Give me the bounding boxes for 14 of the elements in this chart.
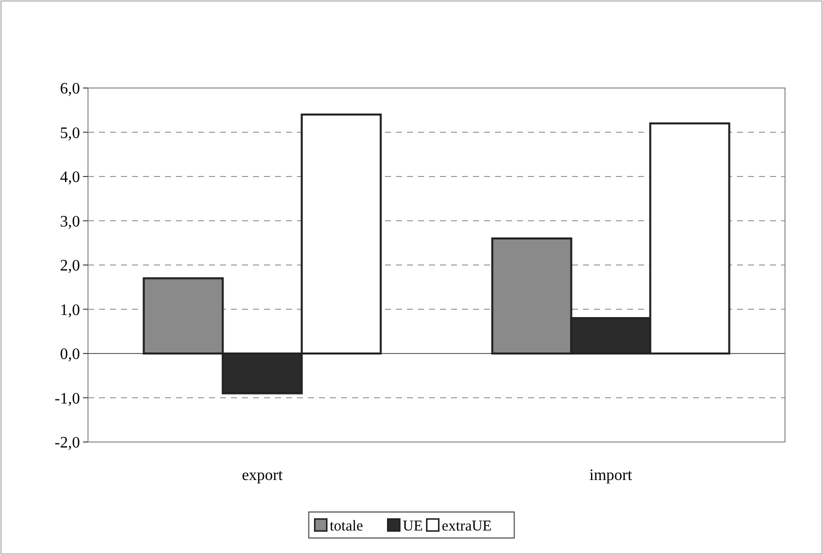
y-tick-label: 3,0 [60,213,80,230]
legend-label: extraUE [442,518,492,534]
y-tick-label: 5,0 [60,124,80,142]
y-tick-label: -2,0 [54,434,80,452]
legend-label: totale [330,518,364,534]
y-tick-label: 4,0 [60,169,80,186]
y-tick-label: 2,0 [60,258,80,275]
y-tick-label: 0,0 [60,346,80,364]
legend-label: UE [402,518,423,534]
x-tick-label: import [589,467,633,484]
y-tick-label: 1,0 [60,302,80,319]
x-tick-label: export [242,467,284,484]
y-tick-label: -1,0 [54,390,80,408]
y-tick-label: 6,0 [60,80,80,98]
